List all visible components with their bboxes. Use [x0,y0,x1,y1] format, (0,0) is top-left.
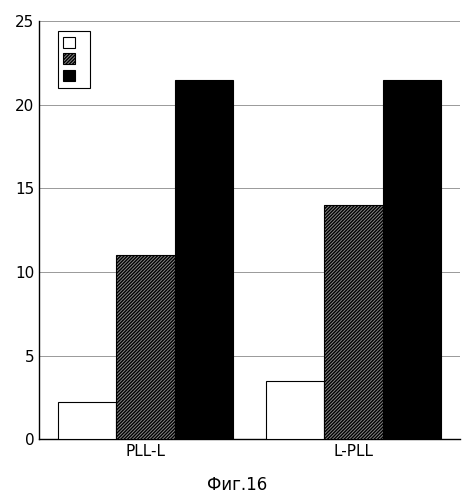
Legend: , , : , , [58,31,91,88]
Bar [324,205,383,439]
Bar [116,255,175,439]
Bar [58,402,116,439]
Bar [383,79,441,439]
Bar [175,79,233,439]
Bar [266,381,324,439]
Text: Фиг.16: Фиг.16 [208,476,267,494]
